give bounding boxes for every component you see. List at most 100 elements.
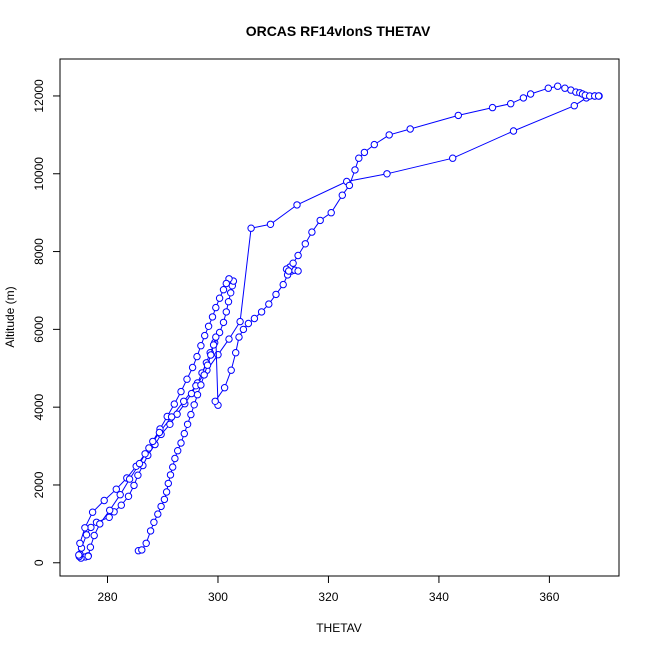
data-point	[193, 391, 202, 399]
data-point	[105, 513, 113, 521]
data-point	[209, 341, 218, 349]
data-point	[235, 333, 243, 341]
data-point	[250, 314, 259, 323]
data-point	[75, 551, 83, 559]
data-point	[236, 317, 244, 326]
data-point	[150, 518, 158, 526]
data-point	[507, 100, 515, 108]
data-point	[272, 290, 280, 299]
data-point	[327, 209, 335, 217]
x-tick-label: 360	[539, 590, 559, 604]
data-point	[219, 286, 228, 294]
data-point	[224, 298, 233, 306]
data-point	[183, 375, 191, 383]
data-point	[160, 495, 169, 504]
data-point	[90, 531, 98, 540]
data-point	[124, 492, 133, 500]
data-point	[76, 539, 84, 547]
data-point	[130, 481, 138, 490]
data-point	[187, 389, 196, 398]
y-axis: 0 2000 4000 6000 8000 10000 12000	[32, 79, 61, 566]
data-point	[146, 527, 155, 535]
data-point	[211, 397, 219, 405]
data-point	[219, 318, 228, 327]
data-point	[449, 154, 457, 162]
data-point	[214, 351, 222, 359]
data-point	[138, 546, 146, 554]
data-point	[265, 300, 273, 308]
plot-frame	[59, 58, 620, 577]
data-point	[155, 428, 164, 437]
data-point	[125, 475, 134, 483]
data-point	[201, 331, 209, 340]
data-point	[594, 92, 603, 100]
chart-title: ORCAS RF14vlonS THETAV	[246, 23, 431, 39]
data-point	[207, 351, 215, 359]
data-point	[227, 289, 235, 297]
data-point	[162, 488, 171, 496]
data-point	[406, 125, 414, 133]
y-tick-label: 2000	[32, 471, 46, 498]
data-point	[215, 328, 224, 337]
data-point	[174, 447, 182, 455]
data-point	[169, 463, 177, 471]
data-point	[544, 84, 552, 92]
data-point	[190, 401, 198, 409]
data-point	[135, 459, 144, 468]
data-point	[87, 523, 95, 532]
data-point	[166, 471, 175, 479]
data-point	[215, 294, 224, 302]
data-point	[200, 371, 208, 379]
data-point	[154, 510, 162, 518]
data-point	[316, 216, 324, 225]
data-point	[222, 279, 231, 288]
data-point	[509, 127, 518, 135]
data-point	[142, 539, 150, 547]
data-point	[208, 313, 217, 321]
data-point	[285, 267, 293, 275]
data-point	[488, 103, 497, 112]
data-point	[180, 397, 188, 405]
data-point	[554, 82, 562, 90]
data-point	[88, 508, 97, 516]
data-point	[360, 148, 369, 157]
data-point	[222, 308, 231, 316]
data-point	[86, 543, 95, 551]
y-tick-label: 0	[32, 559, 46, 566]
data-point	[96, 520, 104, 528]
data-point	[212, 333, 220, 341]
data-point	[188, 363, 197, 372]
data-point	[279, 280, 287, 289]
data-point	[570, 102, 578, 110]
data-point	[289, 259, 297, 267]
x-tick-label: 340	[429, 590, 449, 604]
x-axis-label: THETAV	[316, 621, 362, 635]
data-point	[526, 90, 535, 98]
data-point	[294, 251, 302, 260]
series-line-2	[138, 85, 599, 552]
data-point	[257, 308, 266, 316]
data-point	[227, 366, 235, 374]
data-point	[187, 410, 195, 419]
data-point	[82, 531, 91, 539]
data-point	[204, 322, 213, 330]
data-point	[141, 450, 149, 458]
data-point	[293, 201, 301, 209]
data-point	[117, 501, 126, 509]
data-point	[239, 325, 248, 334]
x-axis: 280 300 320 340 360	[97, 575, 560, 604]
data-point	[197, 342, 205, 350]
data-point	[212, 303, 220, 312]
data-point	[301, 240, 309, 248]
data-point	[116, 491, 124, 499]
data-point	[100, 496, 108, 505]
data-point	[106, 506, 114, 514]
data-point	[351, 166, 359, 174]
data-point	[171, 454, 179, 463]
data-point	[177, 439, 185, 447]
data-point	[112, 485, 121, 493]
data-point	[84, 552, 92, 560]
y-tick-label: 6000	[32, 316, 46, 343]
data-point	[383, 170, 391, 178]
